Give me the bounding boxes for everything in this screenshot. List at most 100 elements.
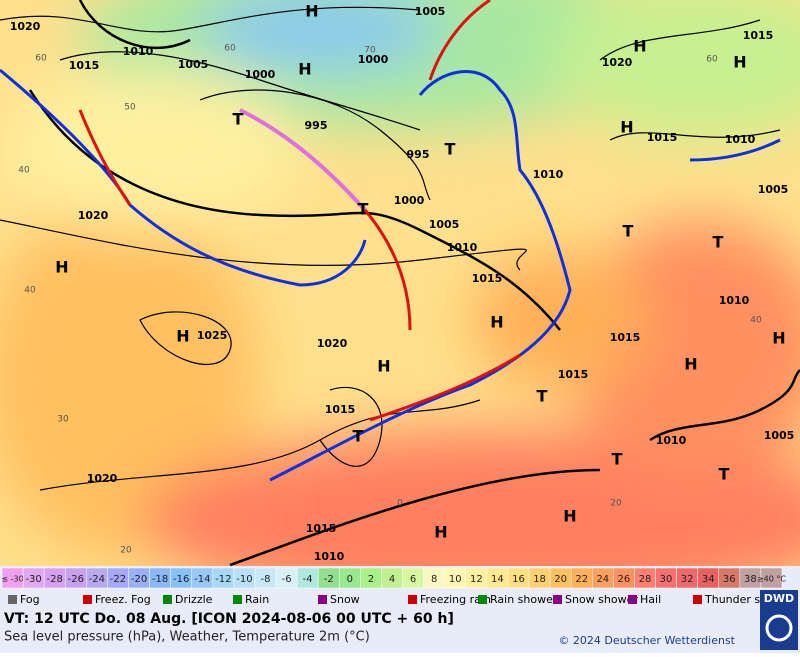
graticule-label: 70 bbox=[364, 46, 376, 56]
isobar-label: 1010 bbox=[533, 168, 564, 181]
pressure-center: H bbox=[563, 507, 576, 526]
graticule-label: 20 bbox=[120, 546, 132, 556]
isobar-label: 1000 bbox=[245, 68, 276, 81]
isobar-label: 995 bbox=[407, 148, 430, 161]
isobar-label: 1015 bbox=[472, 272, 503, 285]
graticule-label: 60 bbox=[224, 44, 236, 54]
scale-label: 28 bbox=[639, 574, 652, 585]
graticule-label: 60 bbox=[35, 54, 47, 64]
graticule-label: 0 bbox=[397, 499, 403, 509]
isobar-label: 1015 bbox=[306, 522, 337, 535]
pressure-center: H bbox=[684, 355, 697, 374]
scale-label: -6 bbox=[282, 574, 292, 585]
scale-label: -18 bbox=[152, 574, 168, 585]
graticule-label: 30 bbox=[57, 415, 69, 425]
pressure-center: T bbox=[353, 427, 364, 446]
pressure-center: T bbox=[612, 450, 623, 469]
isobar-label: 1005 bbox=[764, 429, 795, 442]
scale-label: 16 bbox=[512, 574, 525, 585]
scale-cell bbox=[760, 567, 783, 589]
scale-label: -12 bbox=[215, 574, 231, 585]
isobar-label: 1005 bbox=[415, 5, 446, 18]
isobar-label: 1010 bbox=[725, 133, 756, 146]
scale-label: 20 bbox=[554, 574, 567, 585]
pressure-center: T bbox=[233, 110, 244, 129]
legend-label: Rain shower bbox=[490, 593, 558, 606]
legend-symbol bbox=[478, 595, 487, 604]
pressure-center: T bbox=[713, 233, 724, 252]
scale-label: 8 bbox=[431, 574, 437, 585]
pressure-center: H bbox=[298, 60, 311, 79]
subtitle: Sea level pressure (hPa), Weather, Tempe… bbox=[4, 630, 370, 645]
graticule-label: 40 bbox=[750, 316, 762, 326]
scale-label: 6 bbox=[410, 574, 416, 585]
scale-label: 14 bbox=[491, 574, 504, 585]
graticule-label: 40 bbox=[24, 286, 36, 296]
pressure-center: T bbox=[719, 465, 730, 484]
scale-label: 32 bbox=[681, 574, 694, 585]
pressure-center: T bbox=[358, 200, 369, 219]
graticule-label: 20 bbox=[610, 499, 622, 509]
isobar-label: 1020 bbox=[87, 472, 118, 485]
scale-label: -22 bbox=[110, 574, 126, 585]
scale-label: -24 bbox=[89, 574, 105, 585]
isobar-label: 1015 bbox=[325, 403, 356, 416]
scale-label: -20 bbox=[131, 574, 147, 585]
isobar-label: 1020 bbox=[78, 209, 109, 222]
scale-label: 36 bbox=[723, 574, 736, 585]
legend-symbol bbox=[233, 595, 242, 604]
isobar-label: 1005 bbox=[758, 183, 789, 196]
legend-label: Drizzle bbox=[175, 593, 213, 606]
pressure-center: H bbox=[377, 357, 390, 376]
scale-label: -30 bbox=[25, 574, 41, 585]
legend-label: Rain bbox=[245, 593, 269, 606]
pressure-center: H bbox=[176, 327, 189, 346]
pressure-center: H bbox=[434, 523, 447, 542]
logo-swirl bbox=[765, 614, 793, 642]
pressure-center: T bbox=[445, 140, 456, 159]
legend-symbol bbox=[628, 595, 637, 604]
pressure-center: H bbox=[772, 329, 785, 348]
isobar-label: 1010 bbox=[719, 294, 750, 307]
logo-text: DWD bbox=[764, 592, 794, 605]
scale-label: -28 bbox=[47, 574, 63, 585]
isobar-label: 1010 bbox=[123, 45, 154, 58]
scale-label: 4 bbox=[389, 574, 395, 585]
scale-label: 24 bbox=[596, 574, 609, 585]
legend-label: Freezing rain bbox=[420, 593, 491, 606]
legend-label: Freez. Fog bbox=[95, 593, 151, 606]
pressure-center: H bbox=[620, 118, 633, 137]
scale-label: ≤ -30 bbox=[1, 575, 23, 584]
isobar-label: 1000 bbox=[358, 53, 389, 66]
isobar-label: 1020 bbox=[317, 337, 348, 350]
pressure-center: H bbox=[633, 37, 646, 56]
legend-label: Snow bbox=[330, 593, 360, 606]
scale-label: -14 bbox=[194, 574, 210, 585]
pressure-center: H bbox=[55, 258, 68, 277]
legend-label: Snow shower bbox=[565, 593, 638, 606]
scale-label: ≥40 °C bbox=[757, 575, 786, 584]
pressure-center: H bbox=[305, 2, 318, 21]
isobar-label: 1010 bbox=[314, 550, 345, 563]
isobar-label: 1025 bbox=[197, 329, 228, 342]
legend-symbol bbox=[83, 595, 92, 604]
legend-symbol bbox=[163, 595, 172, 604]
scale-label: -2 bbox=[324, 574, 334, 585]
graticule-label: 60 bbox=[706, 55, 718, 65]
isobar-label: 1015 bbox=[610, 331, 641, 344]
scale-label: -4 bbox=[303, 574, 313, 585]
isobar-label: 1010 bbox=[447, 241, 478, 254]
scale-label: 30 bbox=[660, 574, 673, 585]
valid-time: VT: 12 UTC Do. 08 Aug. [ICON 2024-08-06 … bbox=[4, 611, 454, 627]
pressure-center: T bbox=[623, 222, 634, 241]
isobar-label: 1005 bbox=[178, 58, 209, 71]
isobar-label: 1015 bbox=[69, 59, 100, 72]
scale-label: 22 bbox=[575, 574, 588, 585]
graticule-label: 40 bbox=[18, 166, 30, 176]
isobar-label: 1015 bbox=[558, 368, 589, 381]
isobar-label: 1020 bbox=[602, 56, 633, 69]
pressure-center: T bbox=[537, 387, 548, 406]
scale-label: -10 bbox=[236, 574, 252, 585]
scale-label: 10 bbox=[449, 574, 462, 585]
